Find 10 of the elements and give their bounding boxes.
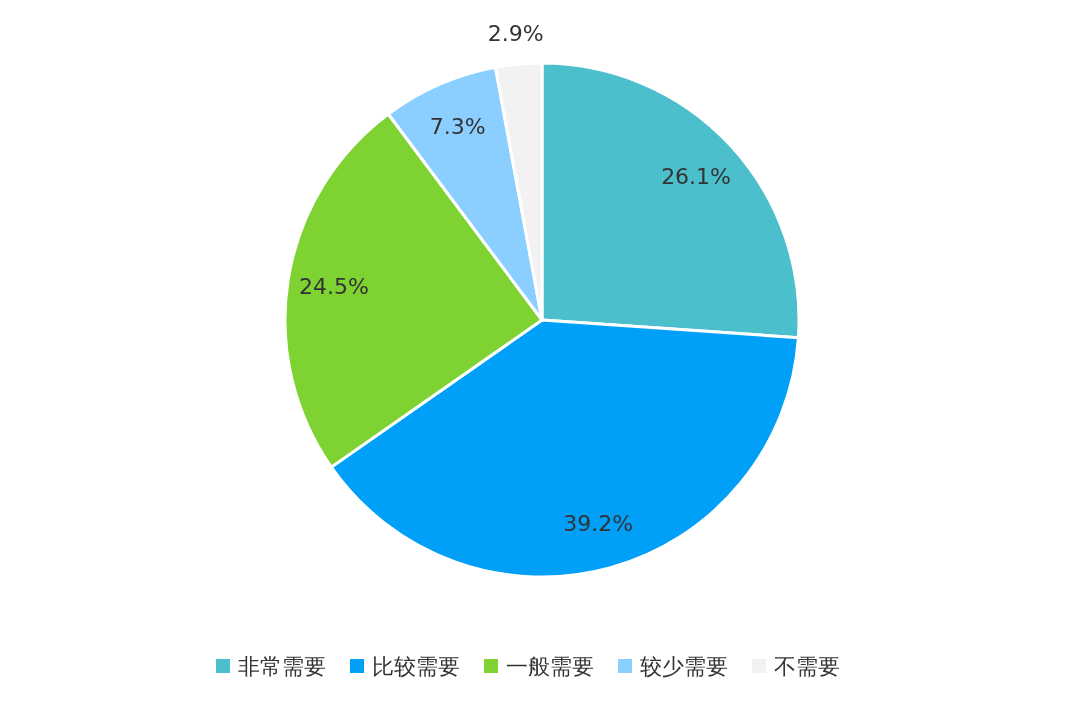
legend-label: 较少需要: [640, 653, 728, 679]
data-label: 2.9%: [487, 20, 544, 46]
data-label: 26.1%: [661, 163, 732, 189]
legend-label: 非常需要: [238, 653, 326, 679]
legend-label: 比较需要: [372, 653, 460, 679]
legend-label: 不需要: [774, 653, 840, 679]
legend-label: 一般需要: [506, 653, 594, 679]
data-label: 7.3%: [429, 114, 486, 140]
data-label: 39.2%: [563, 510, 634, 536]
data-label: 24.5%: [299, 273, 369, 299]
